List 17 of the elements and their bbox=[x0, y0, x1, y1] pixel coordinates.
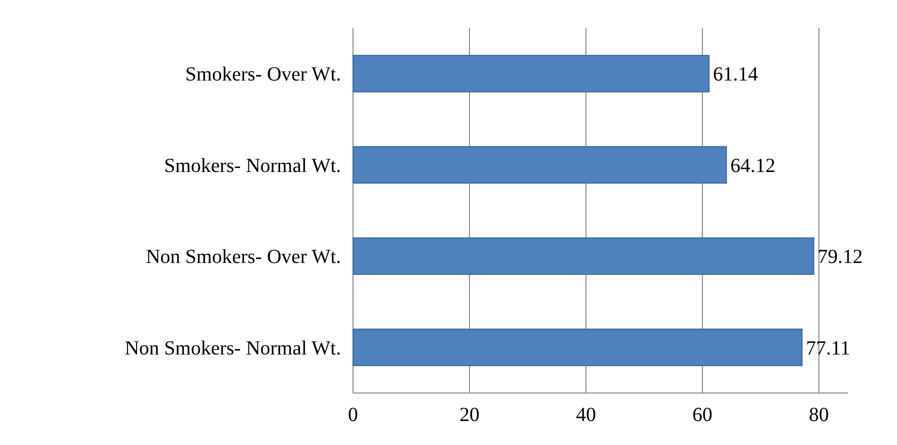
x-tick-label: 60 bbox=[692, 404, 712, 426]
bar bbox=[352, 237, 814, 275]
x-tick-label: 0 bbox=[348, 404, 358, 426]
y-tick-label: Smokers- Over Wt. bbox=[185, 64, 341, 86]
bar bbox=[352, 146, 727, 184]
x-tick-label: 40 bbox=[576, 404, 596, 426]
bar bbox=[352, 328, 803, 366]
y-tick-label: Smokers- Normal Wt. bbox=[164, 154, 341, 177]
data-label: 64.12 bbox=[730, 154, 776, 177]
data-label: 79.12 bbox=[818, 246, 863, 268]
data-label: 77.11 bbox=[806, 337, 850, 360]
y-tick-label: Non Smokers- Normal Wt. bbox=[124, 337, 341, 360]
bar bbox=[352, 54, 710, 92]
y-tick-label: Non Smokers- Over Wt. bbox=[146, 246, 341, 268]
data-label: 61.14 bbox=[713, 64, 758, 86]
x-tick-label: 80 bbox=[808, 404, 829, 426]
x-tick-label: 20 bbox=[459, 404, 480, 426]
